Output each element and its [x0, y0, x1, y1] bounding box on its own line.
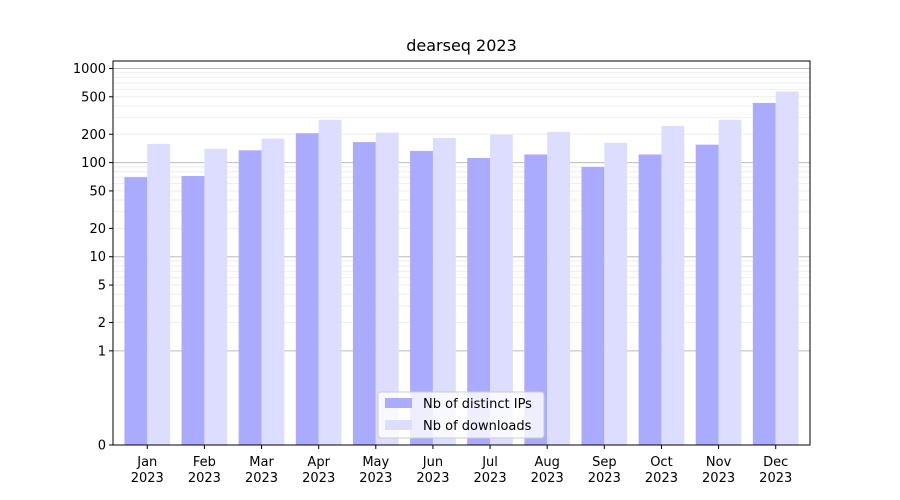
bar-downloads-dec [775, 91, 799, 446]
x-tick-label: May 2023 [359, 455, 392, 486]
y-tick-label: 200 [81, 128, 106, 143]
bar-downloads-nov [718, 119, 742, 446]
bar-ips-jun [410, 150, 433, 445]
y-tick-label: 10 [89, 250, 106, 265]
bar-downloads-aug [547, 131, 571, 446]
legend-swatch-downloads [385, 420, 412, 430]
grid-lines [113, 67, 810, 352]
x-tick-label: Nov 2023 [702, 455, 735, 486]
bar-downloads-may [375, 132, 399, 446]
x-tick-label: Apr 2023 [302, 455, 335, 486]
y-tick-label: 1000 [73, 62, 106, 77]
bar-downloads-oct [661, 125, 685, 446]
bars [124, 91, 799, 446]
x-tick-label: Feb 2023 [188, 455, 221, 486]
y-tick-label: 2 [98, 316, 106, 331]
y-tick-label: 0 [98, 439, 106, 454]
chart-title: dearseq 2023 [406, 36, 517, 55]
legend: Nb of distinct IPs Nb of downloads [377, 391, 545, 439]
bar-ips-mar [238, 150, 262, 445]
y-axis: 0 1 2 5 10 20 50 100 200 500 1000 [73, 62, 113, 454]
bar-ips-jul [467, 157, 491, 446]
y-tick-label: 100 [81, 156, 106, 171]
x-tick-label: Jan 2023 [131, 455, 164, 486]
bar-downloads-apr [318, 119, 342, 446]
bar-downloads-mar [261, 138, 285, 445]
bar-ips-nov [695, 144, 719, 445]
bar-ips-may [352, 142, 376, 446]
plot-frame [112, 60, 811, 446]
bar-ips-dec [752, 102, 776, 445]
x-tick-label: Jul 2023 [474, 455, 507, 486]
bar-downloads-feb [204, 148, 228, 445]
bar-ips-jan [124, 177, 148, 446]
bar-downloads-sep [604, 142, 628, 445]
x-tick-label: Oct 2023 [645, 455, 678, 486]
bar-ips-feb [181, 176, 205, 445]
bar-ips-apr [295, 133, 319, 445]
y-tick-label: 1 [98, 344, 106, 359]
y-tick-label: 500 [81, 90, 106, 105]
legend-box [377, 391, 545, 439]
x-tick-label: Dec 2023 [759, 455, 792, 486]
bar-ips-oct [638, 154, 662, 446]
x-tick-label: Jun 2023 [416, 455, 449, 486]
y-tick-label: 20 [89, 222, 106, 237]
x-tick-label: Mar 2023 [245, 455, 278, 486]
x-axis: Jan 2023 Feb 2023 Mar 2023 Apr 2023 May 2023 Jun 20… [131, 445, 792, 486]
y-tick-label: 50 [89, 184, 106, 199]
x-tick-label: Aug 2023 [531, 455, 564, 486]
legend-label-ips: Nb of distinct IPs [423, 397, 532, 412]
legend-swatch-ips [385, 398, 412, 408]
bar-ips-sep [581, 166, 605, 446]
bar-downloads-jul [490, 134, 513, 446]
bar-downloads-jun [432, 137, 456, 445]
y-tick-label: 5 [98, 279, 106, 294]
bar-ips-aug [524, 154, 548, 446]
bar-downloads-jan [147, 143, 171, 445]
legend-label-downloads: Nb of downloads [423, 419, 532, 434]
x-tick-label: Sep 2023 [588, 455, 621, 486]
